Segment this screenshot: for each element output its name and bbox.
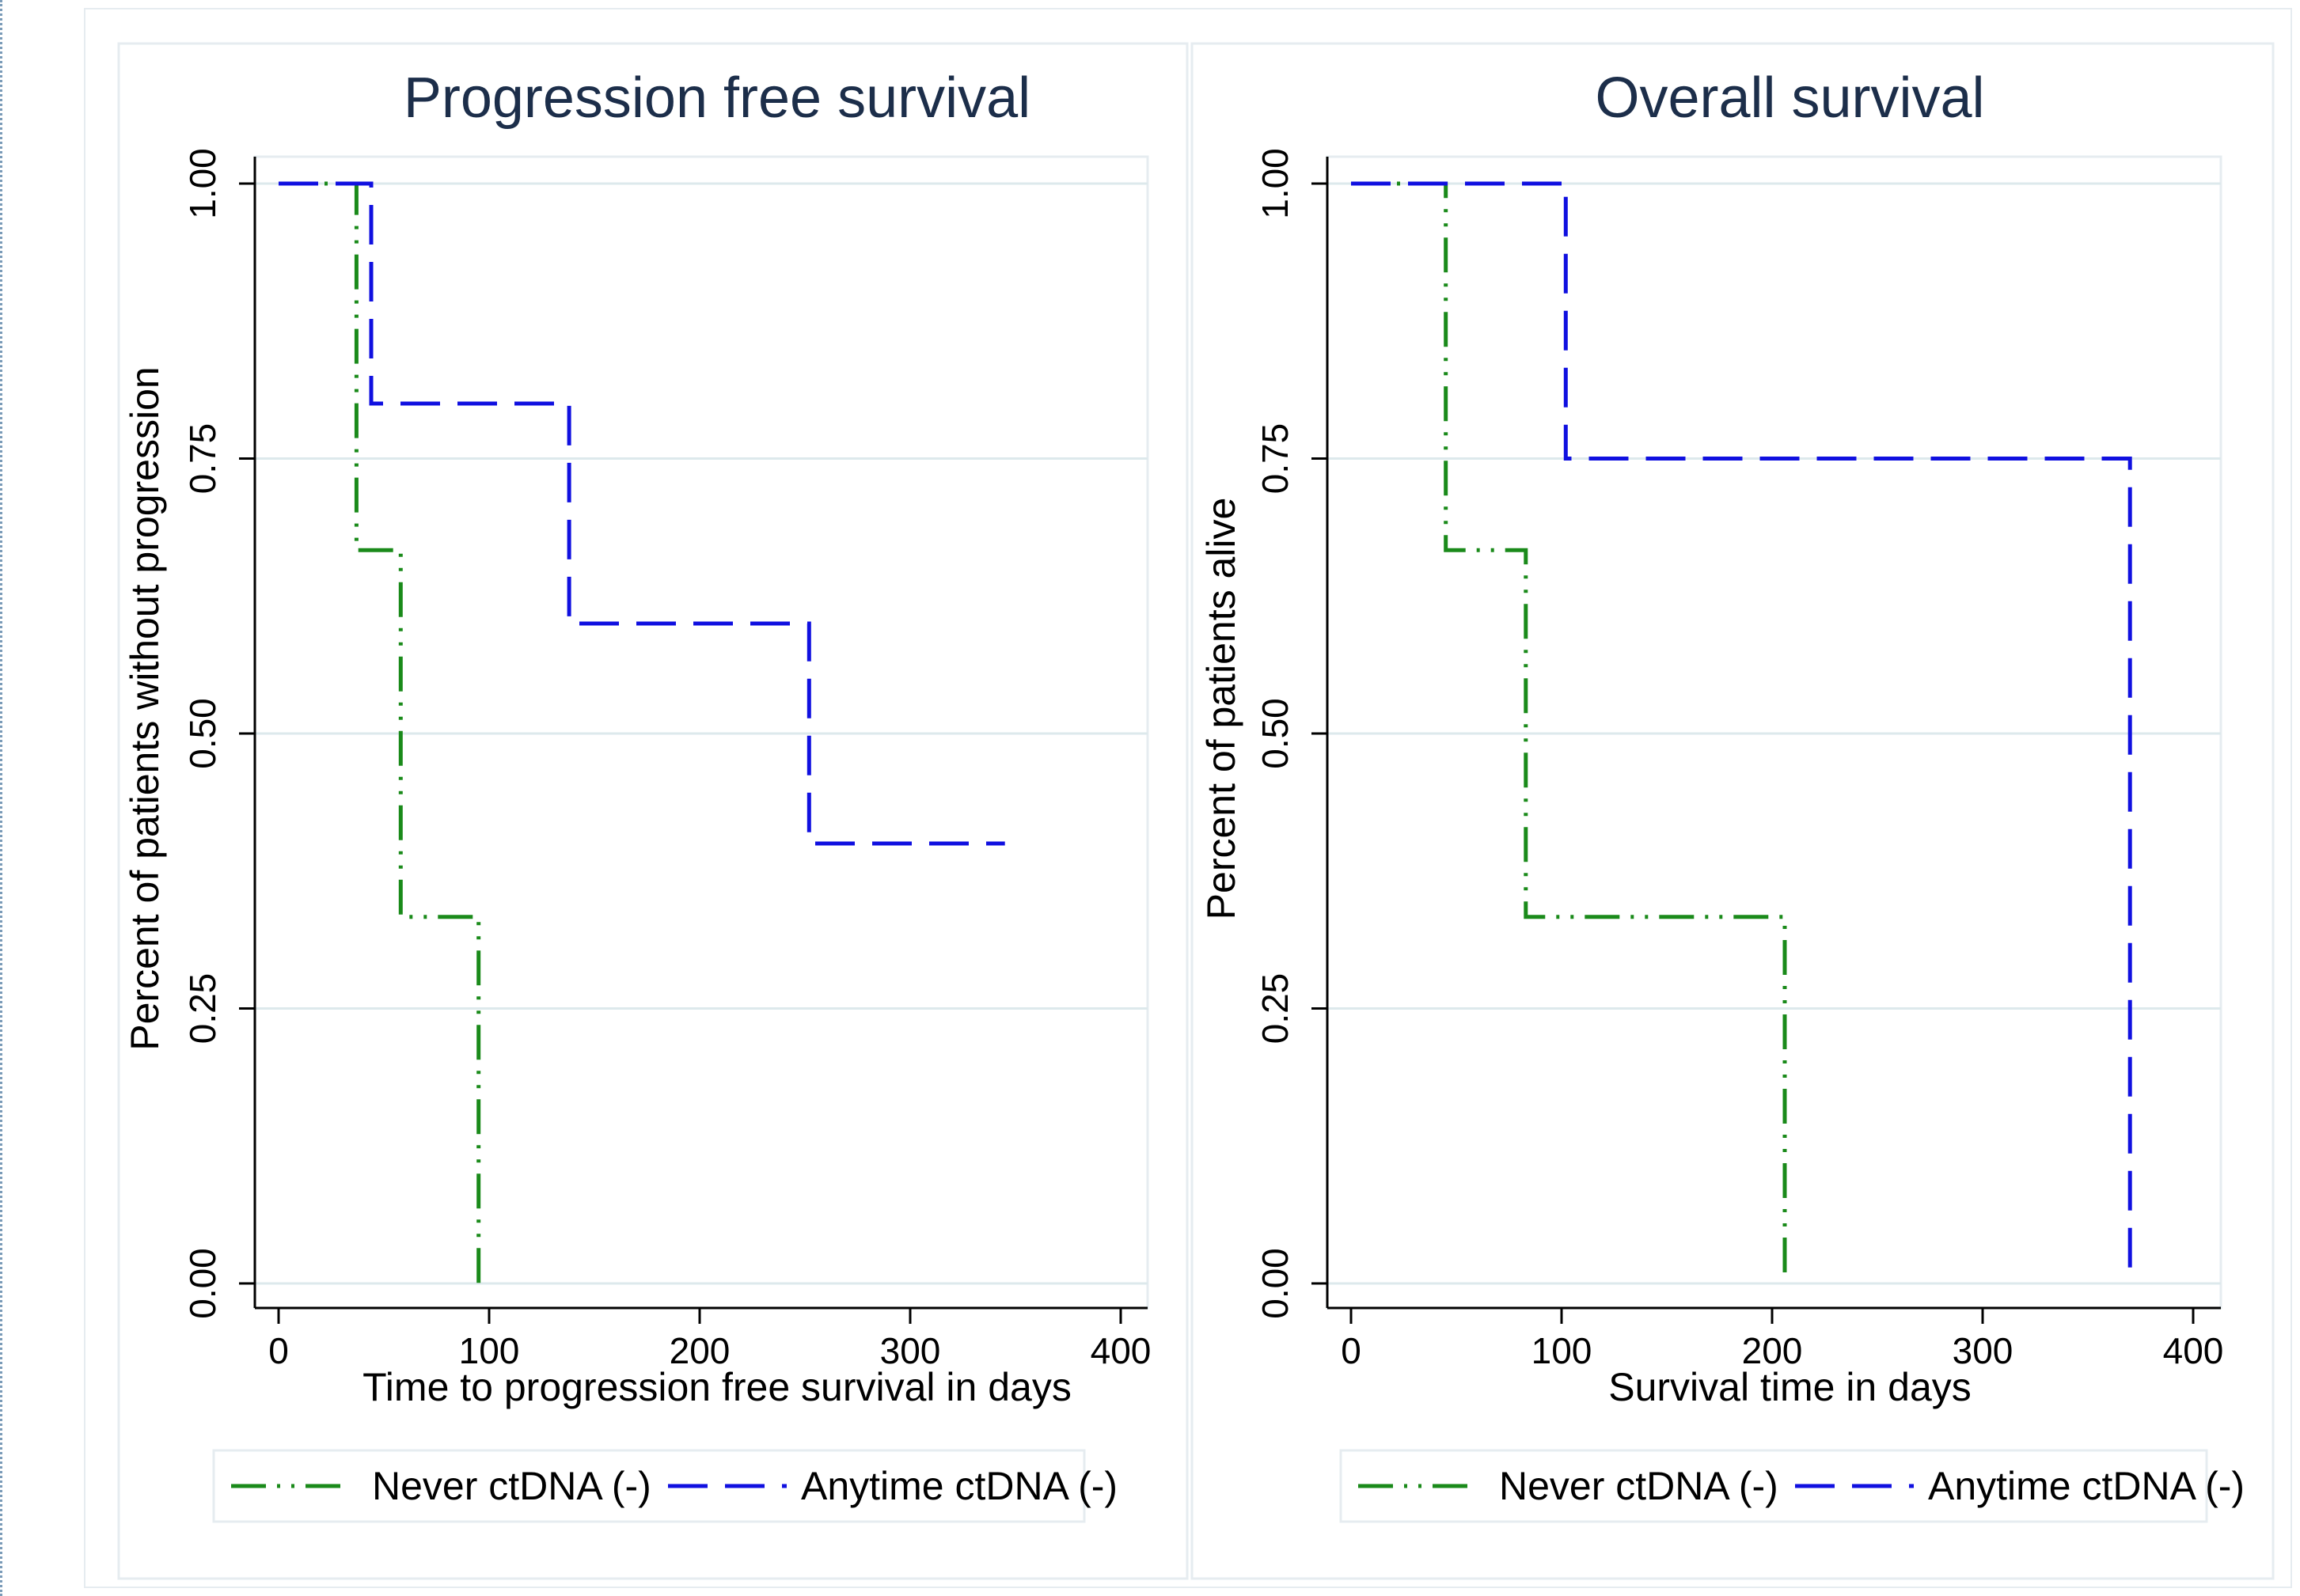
chart-panel-1: 0.00 0.25 0.50 0.75 1.00 0 100 200 300 400 Progres… — [117, 42, 1189, 1580]
y-tick-label: 0.75 — [1254, 423, 1296, 495]
chart-title: Progression free survival — [404, 66, 1030, 130]
legend-box — [1339, 1449, 2208, 1523]
series-line-anytime — [1351, 181, 2132, 1273]
chart-title: Overall survival — [1595, 66, 1984, 130]
x-tick-label: 400 — [2163, 1330, 2224, 1371]
figure-frame — [84, 8, 2292, 1588]
x-tick-label: 100 — [459, 1330, 520, 1371]
y-axis-label: Percent of patients alive — [1199, 498, 1243, 920]
series-line-anytime — [279, 181, 1005, 846]
y-tick-label: 0.75 — [182, 423, 223, 495]
x-axis-label: Time to progression free survival in day… — [362, 1365, 1072, 1409]
x-tick-label: 200 — [670, 1330, 731, 1371]
y-tick-label: 0.50 — [182, 698, 223, 769]
panel-border — [117, 42, 1189, 1580]
y-tick-label: 1.00 — [182, 148, 223, 219]
y-tick-label: 0.00 — [182, 1248, 223, 1319]
x-tick-label: 300 — [880, 1330, 941, 1371]
y-tick-label: 0.25 — [1254, 973, 1296, 1044]
panel-border — [1190, 42, 2275, 1580]
y-tick-label: 0.00 — [1254, 1248, 1296, 1319]
legend-box — [212, 1449, 1086, 1523]
x-tick-label: 300 — [1953, 1330, 2013, 1371]
page-dotted-edge — [0, 0, 3, 1596]
legend-label-anytime: Anytime ctDNA (-) — [801, 1464, 1118, 1508]
legend-label-never: Never ctDNA (-) — [372, 1464, 651, 1508]
y-axis-label: Percent of patients without progression — [123, 366, 167, 1050]
x-tick-label: 0 — [1341, 1330, 1361, 1371]
y-tick-label: 0.50 — [1254, 698, 1296, 769]
x-axis-label: Survival time in days — [1608, 1365, 1972, 1409]
legend-label-never: Never ctDNA (-) — [1499, 1464, 1778, 1508]
x-tick-label: 0 — [268, 1330, 289, 1371]
legend-label-anytime: Anytime ctDNA (-) — [1928, 1464, 2245, 1508]
x-tick-label: 200 — [1742, 1330, 1803, 1371]
x-tick-label: 100 — [1531, 1330, 1592, 1371]
x-tick-label: 400 — [1091, 1330, 1152, 1371]
chart-panel-2: 0.00 0.25 0.50 0.75 1.00 0 100 200 300 400 Overall… — [1190, 42, 2275, 1580]
y-tick-label: 1.00 — [1254, 148, 1296, 219]
y-tick-label: 0.25 — [182, 973, 223, 1044]
